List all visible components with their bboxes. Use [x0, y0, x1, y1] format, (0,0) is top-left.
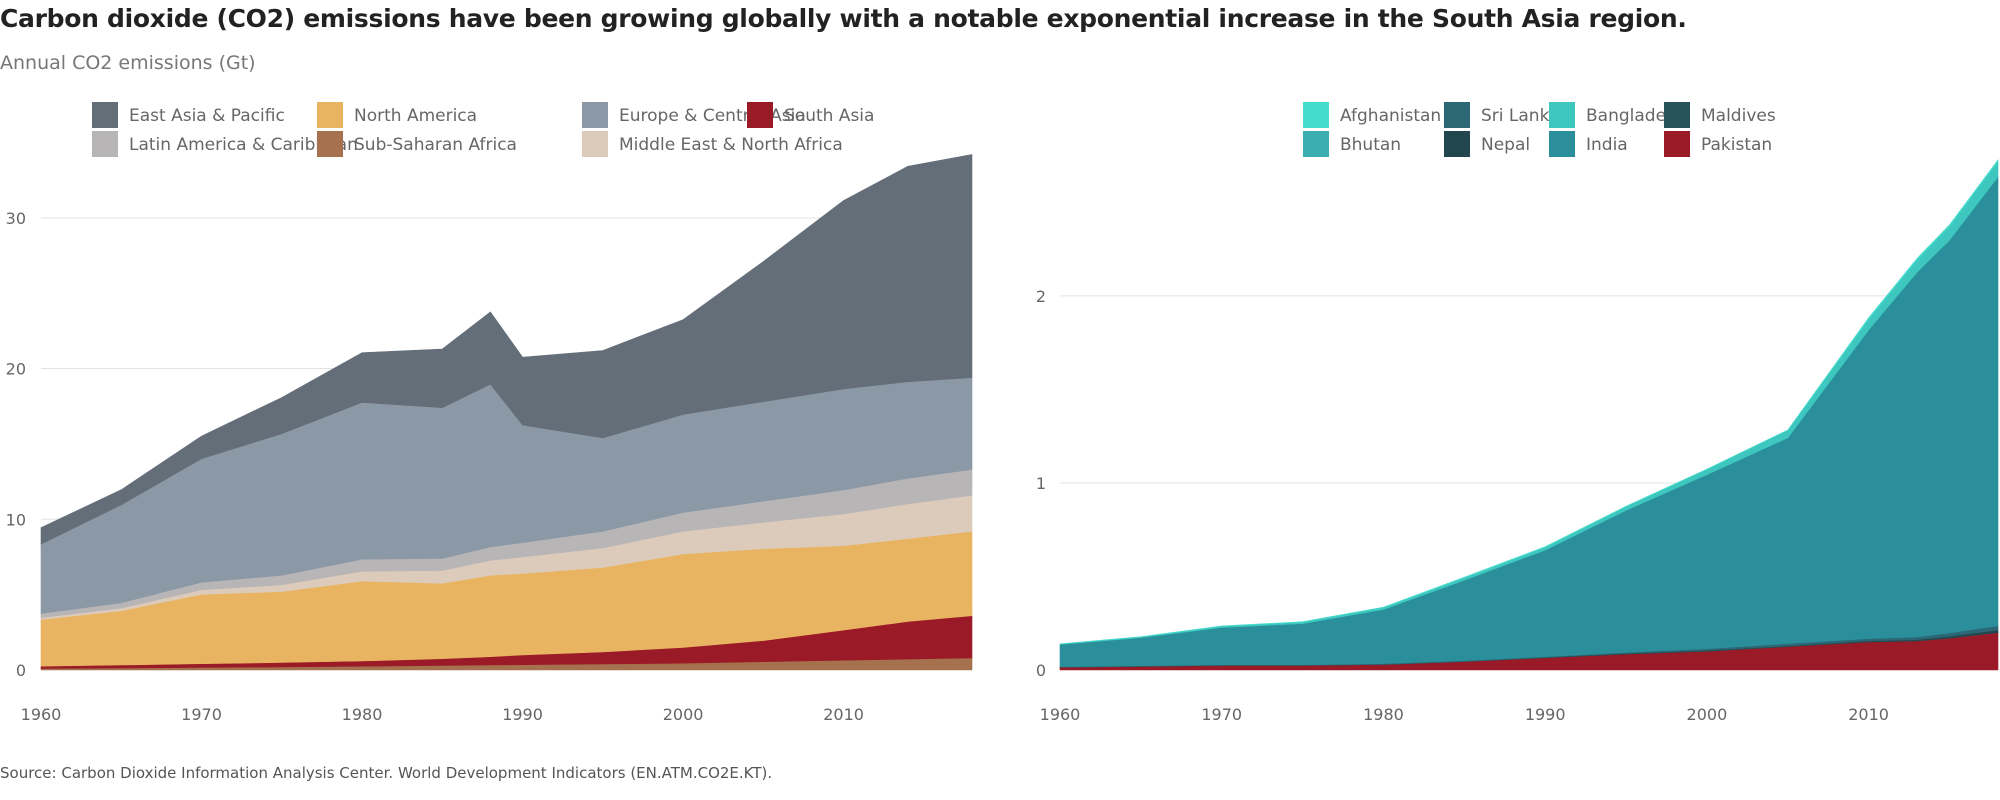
y-tick-label: 0 [16, 661, 26, 680]
x-tick-label: 1970 [1201, 705, 1242, 724]
x-tick-label: 1990 [502, 705, 543, 724]
legend-swatch [1664, 131, 1690, 157]
legend-label: Maldives [1701, 106, 1776, 126]
legend-swatch [582, 102, 608, 128]
x-tick-label: 1980 [1363, 705, 1404, 724]
legend-label: East Asia & Pacific [129, 106, 285, 126]
legend-label: Europe & Central Asia [619, 106, 806, 126]
y-tick-label: 0 [1036, 661, 1046, 680]
legend-swatch [1549, 102, 1575, 128]
legend-swatch [92, 102, 118, 128]
y-axis-unit-label: Annual CO2 emissions (Gt) [0, 52, 256, 74]
area-india [1059, 176, 1999, 668]
chart-1: 0 10 20 30 1960 1970 1980 1990 2000 2010 East Asia… [6, 102, 973, 724]
legend: Afghanistan Bhutan Sri Lanka Nepal Banglades… [1303, 102, 1776, 157]
legend-label: Middle East & North Africa [619, 135, 843, 155]
x-tick-label: 1990 [1525, 705, 1566, 724]
legend-swatch [317, 131, 343, 157]
legend-swatch [582, 131, 608, 157]
legend-label: Bangladesh [1586, 106, 1686, 126]
y-tick-label: 1 [1036, 474, 1046, 493]
y-tick-label: 20 [6, 360, 26, 379]
legend-label: India [1586, 135, 1628, 155]
legend-swatch [1444, 102, 1470, 128]
legend-label: Afghanistan [1340, 106, 1441, 126]
y-tick-label: 30 [6, 209, 26, 228]
legend-label: Latin America & Caribbean [129, 135, 358, 155]
legend-swatch [1664, 102, 1690, 128]
source-note: Source: Carbon Dioxide Information Analy… [0, 764, 773, 782]
legend-swatch [1549, 131, 1575, 157]
legend-swatch [92, 131, 118, 157]
legend-label: North America [354, 106, 477, 126]
x-tick-label: 2000 [1687, 705, 1728, 724]
chart-title: Carbon dioxide (CO2) emissions have been… [0, 4, 1687, 33]
legend: East Asia & Pacific Latin America & Carib… [92, 102, 874, 157]
legend-swatch [317, 102, 343, 128]
x-tick-label: 2010 [823, 705, 864, 724]
x-tick-label: 2000 [663, 705, 704, 724]
chart-2: 0 1 2 1960 1970 1980 1990 2000 2010 Afghanistan Bh… [1036, 102, 1999, 724]
legend-swatch [1303, 131, 1329, 157]
legend-label: Pakistan [1701, 135, 1772, 155]
x-tick-label: 1970 [181, 705, 222, 724]
x-tick-label: 1960 [21, 705, 62, 724]
legend-swatch [1444, 131, 1470, 157]
legend-swatch [747, 102, 773, 128]
legend-label: Sub-Saharan Africa [354, 135, 517, 155]
x-tick-label: 1960 [1040, 705, 1081, 724]
legend-label: South Asia [784, 106, 874, 126]
legend-label: Bhutan [1340, 135, 1401, 155]
area-east-asia-and-pacific [40, 154, 973, 545]
legend-swatch [1303, 102, 1329, 128]
y-tick-label: 2 [1036, 287, 1046, 306]
area-afghanistan [1059, 158, 1999, 645]
y-tick-label: 10 [6, 510, 26, 529]
legend-label: Nepal [1481, 135, 1530, 155]
x-tick-label: 1980 [342, 705, 383, 724]
x-tick-label: 2010 [1848, 705, 1889, 724]
legend-label: Sri Lanka [1481, 106, 1560, 126]
